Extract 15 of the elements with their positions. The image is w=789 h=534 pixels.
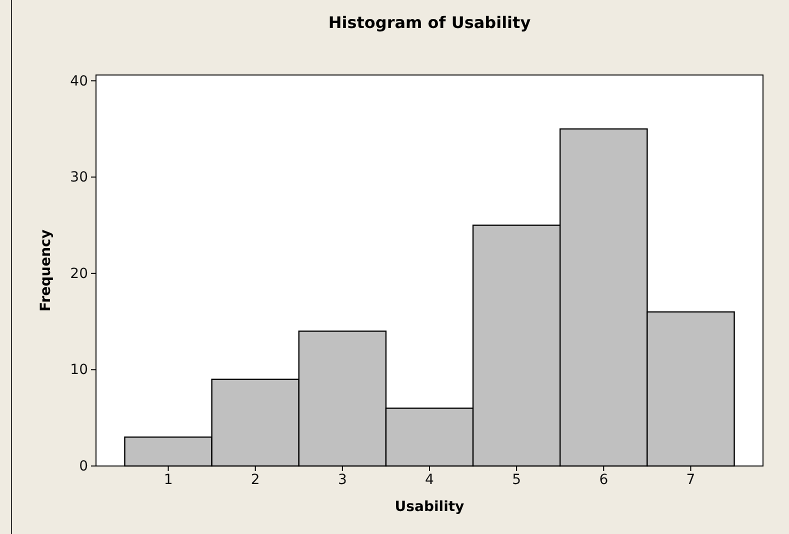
x-tick-label: 6 xyxy=(599,472,608,488)
y-tick-label: 10 xyxy=(70,362,88,378)
x-tick-label: 4 xyxy=(425,472,434,488)
chart-title: Histogram of Usability xyxy=(328,13,532,32)
y-tick-label: 40 xyxy=(70,73,88,90)
y-axis-title: Frequency xyxy=(38,230,54,312)
x-tick-label: 5 xyxy=(512,472,522,488)
x-tick-label: 1 xyxy=(164,472,173,488)
y-tick-label: 20 xyxy=(70,266,88,282)
y-tick-label: 30 xyxy=(70,170,88,186)
x-tick-label: 3 xyxy=(338,472,347,488)
y-tick-label: 0 xyxy=(79,458,88,474)
x-tick-label: 2 xyxy=(250,472,260,488)
x-axis-title: Usability xyxy=(394,499,464,515)
x-tick-label: 7 xyxy=(686,472,696,488)
